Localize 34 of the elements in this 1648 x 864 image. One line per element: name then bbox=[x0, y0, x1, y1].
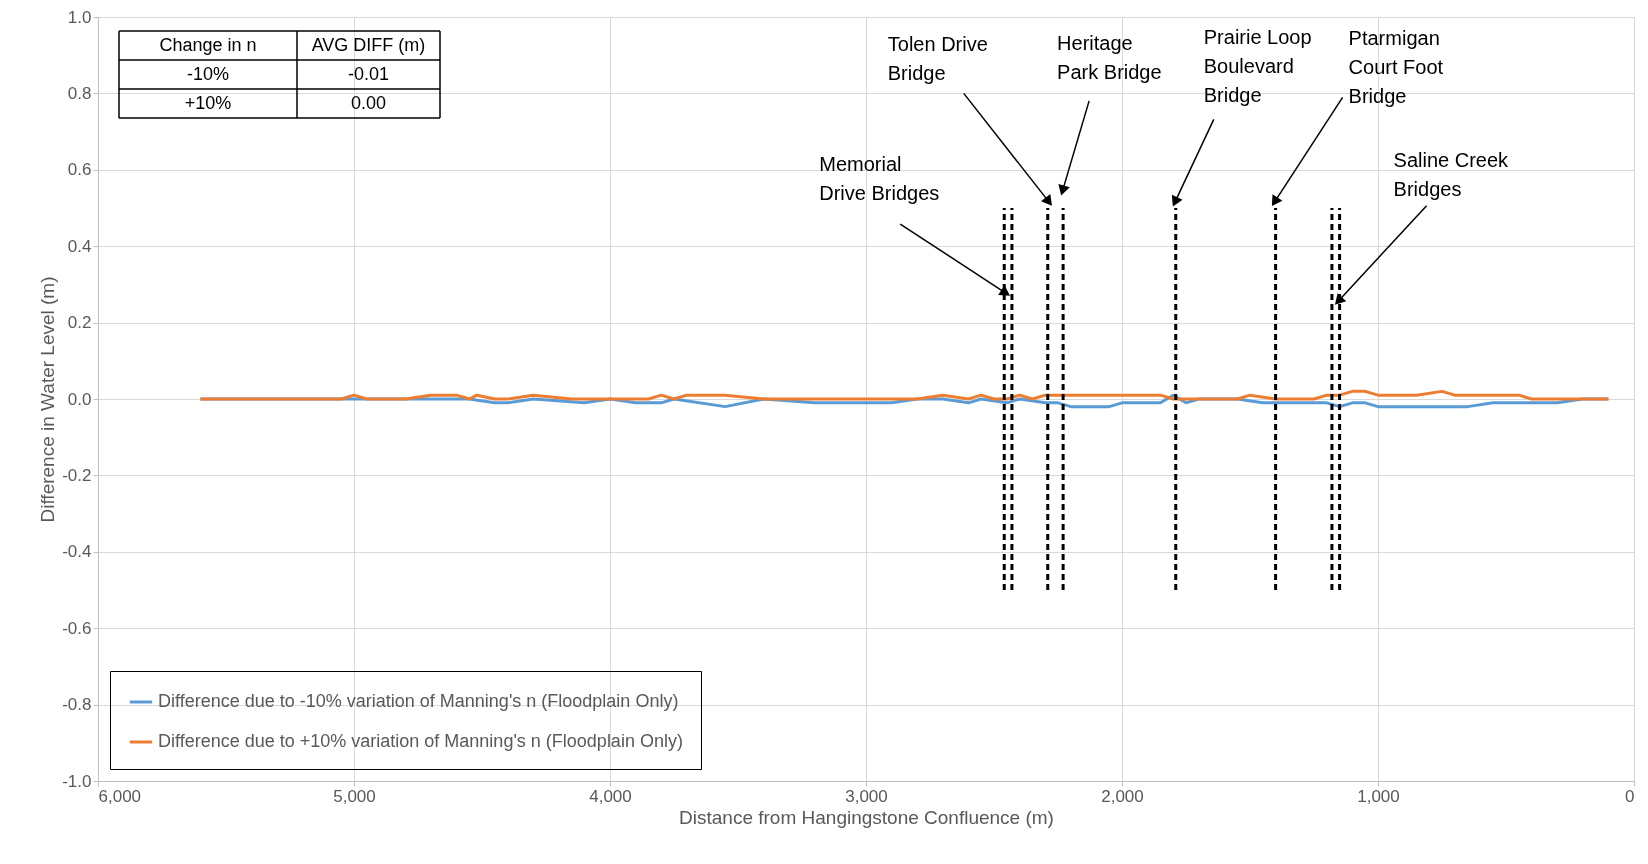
annotation: AVG DIFF (m) bbox=[311, 34, 426, 55]
x-tick-label: 3,000 bbox=[845, 786, 888, 806]
y-tick-label: 0.8 bbox=[67, 83, 92, 103]
x-tick-label: 5,000 bbox=[333, 786, 376, 806]
annotation: Saline Creek Bridges bbox=[1393, 148, 1510, 200]
legend-label: Difference due to +10% variation of Manning's n (Floodplain Only) bbox=[158, 731, 683, 751]
x-tick-label: 0 bbox=[1625, 786, 1635, 806]
y-axis-title: Difference in Water Level (m) bbox=[37, 276, 59, 523]
y-tick-label: -0.6 bbox=[62, 618, 92, 638]
y-tick-label: 0.2 bbox=[67, 313, 92, 333]
x-tick-label: 4,000 bbox=[589, 786, 632, 806]
annotation: +10% bbox=[184, 92, 232, 113]
y-tick-label: -0.8 bbox=[62, 695, 92, 715]
annotation: 0.00 bbox=[350, 92, 387, 113]
x-axis-title: Distance from Hangingstone Confluence (m) bbox=[679, 806, 1054, 828]
y-tick-label: 0.4 bbox=[67, 236, 92, 256]
annotation: Change in n bbox=[159, 34, 257, 55]
annotation: Prairie Loop Boulevard Bridge bbox=[1203, 26, 1312, 107]
y-tick-label: 0.0 bbox=[67, 389, 92, 409]
annotation: -10% bbox=[186, 63, 230, 84]
y-tick-label: 0.6 bbox=[67, 160, 92, 180]
annotation: Ptarmigan Court Foot Bridge bbox=[1348, 27, 1444, 108]
x-tick-label: 6,000 bbox=[98, 786, 142, 806]
y-tick-label: 1.0 bbox=[67, 7, 92, 27]
y-tick-label: -1.0 bbox=[62, 771, 92, 791]
annotation: -0.01 bbox=[347, 63, 390, 84]
annotation: Tolen Drive Bridge bbox=[887, 33, 988, 85]
legend-label: Difference due to -10% variation of Manning's n (Floodplain Only) bbox=[158, 691, 679, 711]
x-tick-label: 1,000 bbox=[1357, 786, 1400, 806]
annotation: Heritage Park Bridge bbox=[1057, 31, 1162, 83]
annotation: Memorial Drive Bridges bbox=[819, 153, 940, 205]
y-tick-label: -0.4 bbox=[62, 542, 92, 562]
x-tick-label: 2,000 bbox=[1101, 786, 1144, 806]
y-tick-label: -0.2 bbox=[62, 465, 92, 485]
